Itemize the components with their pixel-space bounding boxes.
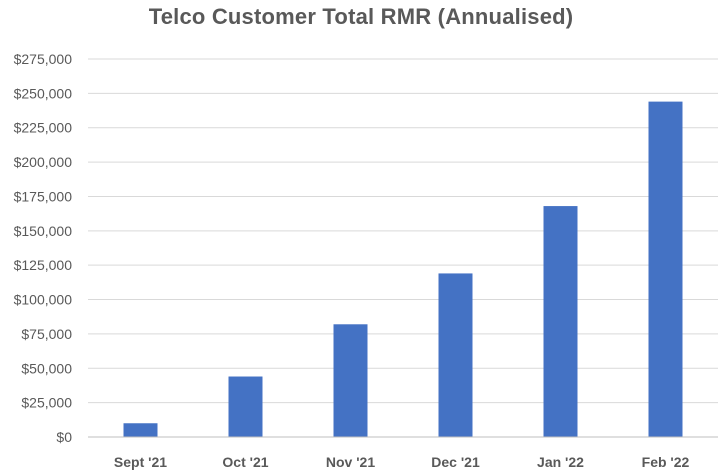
- x-category-label: Sept '21: [114, 454, 167, 470]
- x-category-label: Oct '21: [222, 454, 268, 470]
- gridlines: [88, 58, 718, 404]
- y-axis-tick-labels: $0 $25,000 $50,000 $75,000 $100,000 $125,000 $…: [14, 51, 73, 445]
- bar: [438, 273, 473, 437]
- y-tick-label: $225,000: [14, 120, 73, 136]
- bar: [648, 101, 683, 438]
- y-tick-label: $100,000: [14, 292, 73, 308]
- y-tick-label: $175,000: [14, 188, 73, 204]
- y-tick-label: $125,000: [14, 257, 73, 273]
- x-category-label: Jan '22: [537, 454, 584, 470]
- y-tick-label: $275,000: [14, 51, 73, 67]
- y-tick-label: $250,000: [14, 85, 73, 101]
- y-tick-label: $75,000: [21, 326, 72, 342]
- bar: [543, 206, 578, 437]
- y-tick-label: $25,000: [21, 395, 72, 411]
- bar: [228, 376, 263, 437]
- y-tick-label: $150,000: [14, 223, 73, 239]
- x-axis-category-labels: Sept '21 Oct '21 Nov '21 Dec '21 Jan '22 Feb …: [114, 454, 690, 470]
- x-category-label: Dec '21: [431, 454, 480, 470]
- bar: [123, 423, 158, 437]
- y-tick-label: $0: [56, 429, 72, 445]
- chart-title: Telco Customer Total RMR (Annualised): [148, 4, 574, 29]
- bar: [333, 324, 368, 437]
- bars: [123, 101, 683, 438]
- x-category-label: Nov '21: [326, 454, 375, 470]
- y-tick-label: $200,000: [14, 154, 73, 170]
- x-category-label: Feb '22: [642, 454, 690, 470]
- y-tick-label: $50,000: [21, 360, 72, 376]
